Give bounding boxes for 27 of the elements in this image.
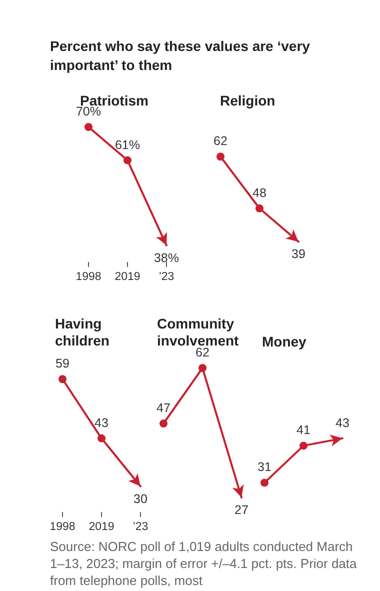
x-tick-label: 1998 <box>76 271 102 283</box>
data-label: 39 <box>292 247 306 262</box>
text: Percent who say these values are ‘very important’ to them <box>50 37 311 75</box>
x-tick-label: ’23 <box>158 271 174 283</box>
data-label: 43 <box>336 416 350 430</box>
x-tick-label: 2019 <box>114 271 140 283</box>
data-label: 59 <box>56 356 70 371</box>
data-label: 30 <box>134 492 148 506</box>
chart-title: Community involvement <box>157 316 240 348</box>
data-label: 62 <box>214 134 228 148</box>
chart-title: Having children <box>55 316 110 348</box>
x-tick-label: 1998 <box>50 521 76 533</box>
source-note: Source: NORC poll of 1,019 adults conducted March 1–13, 2023; margin of error +/–4.1 pct. pts. Prior data from telephone polls, most <box>50 538 358 589</box>
data-label: 62 <box>196 346 210 360</box>
data-label: 38% <box>154 250 180 265</box>
chart-title: Money <box>262 334 307 350</box>
data-label: 43 <box>94 416 108 430</box>
data-label: 61% <box>114 138 140 152</box>
data-label: 31 <box>258 460 272 474</box>
data-label: 27 <box>234 503 248 517</box>
data-label: 47 <box>156 401 170 415</box>
chart-title: Religion <box>220 92 276 108</box>
x-tick-label: ’23 <box>132 521 148 533</box>
x-tick-label: 2019 <box>88 521 114 533</box>
data-label: 48 <box>252 186 266 200</box>
data-label: 41 <box>296 423 310 438</box>
data-label: 70% <box>76 104 102 118</box>
